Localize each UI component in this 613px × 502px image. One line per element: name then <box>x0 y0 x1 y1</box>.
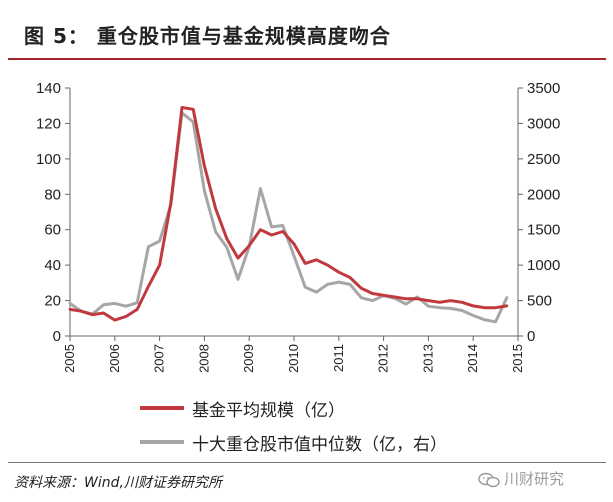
watermark: 川财研究 <box>478 468 564 489</box>
left-tick-label: 140 <box>36 80 61 97</box>
legend-item-stock: 十大重仓股市值中位数（亿，右） <box>140 426 520 460</box>
left-tick-label: 0 <box>53 328 61 345</box>
right-tick-label: 1500 <box>527 222 560 239</box>
chart-legend: 基金平均规模（亿） 十大重仓股市值中位数（亿，右） <box>140 392 520 460</box>
right-tick-label: 0 <box>527 328 535 345</box>
line-chart: 0 20 40 60 80 100 120 140 0 500 1000 1500 2000 2500 3… <box>36 80 560 373</box>
left-tick-label: 100 <box>36 151 61 168</box>
legend-swatch-stock <box>140 440 184 444</box>
series-stock-value-line <box>68 111 509 324</box>
series-fund-scale-line <box>68 106 509 322</box>
left-tick-label: 60 <box>44 222 61 239</box>
figure-header: 图 5： 重仓股市值与基金规模高度吻合 <box>0 0 613 60</box>
series-layer <box>68 106 509 324</box>
left-tick-label: 80 <box>44 186 61 203</box>
footer-divider <box>8 462 606 463</box>
x-tick-label: 2009 <box>241 344 256 373</box>
left-axis-ticks: 0 20 40 60 80 100 120 140 <box>36 80 70 345</box>
right-tick-label: 2500 <box>527 151 560 168</box>
right-tick-label: 2000 <box>527 186 560 203</box>
source-note: 资料来源：Wind,川财证券研究所 <box>14 475 222 491</box>
right-axis-ticks: 0 500 1000 1500 2000 2500 3000 3500 <box>518 80 560 345</box>
legend-swatch-fund <box>140 406 184 410</box>
x-tick-label: 2008 <box>196 344 211 373</box>
right-tick-label: 3500 <box>527 80 560 97</box>
x-tick-label: 2012 <box>376 344 391 373</box>
watermark-text: 川财研究 <box>504 470 565 488</box>
x-tick-label: 2015 <box>510 344 525 373</box>
title-divider <box>8 58 606 60</box>
figure-title: 图 5： 重仓股市值与基金规模高度吻合 <box>24 24 391 48</box>
series-fund-scale <box>68 106 509 322</box>
right-tick-label: 500 <box>527 293 552 310</box>
x-tick-label: 2006 <box>107 344 122 373</box>
wechat-icon <box>478 472 500 487</box>
right-tick-label: 3000 <box>527 115 560 132</box>
x-tick-label: 2010 <box>286 344 301 373</box>
legend-label-stock: 十大重仓股市值中位数（亿，右） <box>192 435 447 455</box>
legend-label-fund: 基金平均规模（亿） <box>192 401 345 421</box>
right-tick-label: 1000 <box>527 257 560 274</box>
x-tick-label: 2011 <box>331 344 346 372</box>
x-axis-ticks: 2005 2006 2007 2008 2009 2010 2011 2012 2013 2014… <box>62 336 525 373</box>
x-tick-label: 2014 <box>465 344 480 373</box>
x-tick-label: 2007 <box>152 344 167 373</box>
left-tick-label: 20 <box>44 293 61 310</box>
left-tick-label: 120 <box>36 115 61 132</box>
series-stock-value <box>68 111 509 324</box>
legend-item-fund: 基金平均规模（亿） <box>140 392 520 426</box>
left-tick-label: 40 <box>44 257 61 274</box>
x-tick-label: 2005 <box>62 344 77 373</box>
x-tick-label: 2013 <box>420 344 435 373</box>
